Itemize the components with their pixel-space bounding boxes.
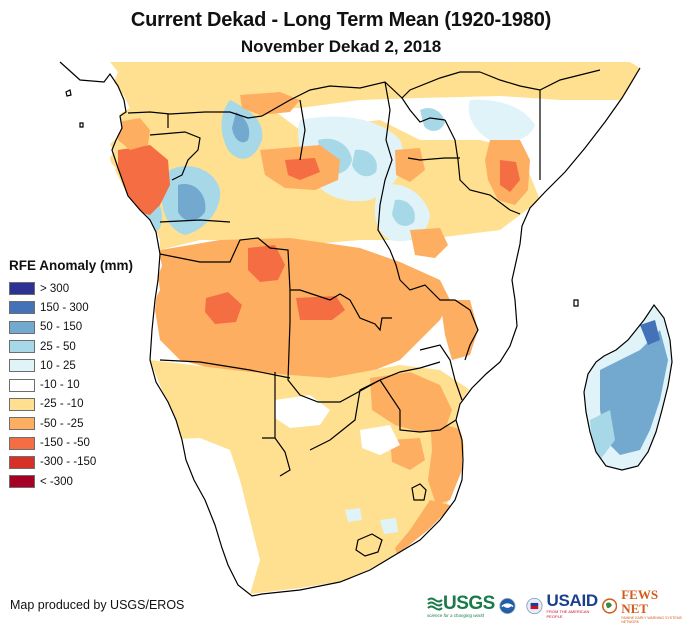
legend-title: RFE Anomaly (mm) (9, 258, 134, 273)
legend: RFE Anomaly (mm) > 300 150 - 300 50 - 15… (9, 258, 133, 491)
legend-swatch (9, 475, 35, 489)
legend-label: -50 - -25 (40, 417, 84, 430)
legend-label: < -300 (40, 475, 73, 488)
legend-item: > 300 (9, 279, 133, 298)
legend-label: -150 - -50 (40, 437, 90, 450)
usgs-logo: USGS science for a changing world (427, 592, 495, 618)
fews-logo: FEWS NET FAMINE EARLY WARNING SYSTEMS NE… (621, 588, 682, 624)
legend-swatch (9, 359, 35, 373)
legend-item: -50 - -25 (9, 414, 133, 433)
map-title: Current Dekad - Long Term Mean (1920-198… (130, 9, 552, 31)
legend-label: -300 - -150 (40, 456, 97, 469)
legend-label: 50 - 150 (40, 321, 83, 334)
legend-label: > 300 (40, 282, 70, 295)
country-borders (59, 61, 673, 597)
legend-swatch (9, 282, 35, 296)
usgs-wave-icon (427, 597, 443, 610)
legend-swatch (9, 378, 35, 392)
usaid-tagline: FROM THE AMERICAN PEOPLE (546, 609, 590, 619)
map-subtitle: November Dekad 2, 2018 (240, 37, 442, 56)
legend-label: 25 - 50 (40, 340, 76, 353)
usaid-logo: USAID FROM THE AMERICAN PEOPLE (546, 591, 599, 619)
madagascar-anomaly (584, 305, 672, 470)
noaa-emblem-icon (499, 597, 516, 615)
legend-swatch (9, 436, 35, 450)
legend-swatch (9, 301, 35, 315)
partner-logos: USGS science for a changing world USAID … (427, 588, 682, 624)
legend-swatch (9, 397, 35, 411)
usgs-wordmark: USGS (443, 592, 495, 614)
legend-swatch (9, 340, 35, 354)
fews-wordmark: FEWS NET (621, 587, 659, 616)
legend-item: -10 - 10 (9, 375, 133, 394)
legend-item: -150 - -50 (9, 433, 133, 452)
legend-label: 150 - 300 (40, 301, 89, 314)
map-credit: Map produced by USGS/EROS (10, 598, 185, 612)
legend-swatch (9, 417, 35, 431)
legend-item: < -300 (9, 472, 133, 491)
legend-item: -300 - -150 (9, 453, 133, 472)
legend-label: 10 - 25 (40, 359, 76, 372)
legend-swatch (9, 320, 35, 334)
fews-globe-icon (601, 598, 618, 614)
fews-tagline: FAMINE EARLY WARNING SYSTEMS NETWORK (621, 616, 682, 624)
usaid-wordmark: USAID (546, 591, 599, 610)
legend-item: -25 - -10 (9, 395, 133, 414)
legend-label: -25 - -10 (40, 398, 84, 411)
legend-item: 50 - 150 (9, 318, 133, 337)
legend-item: 25 - 50 (9, 337, 133, 356)
legend-label: -10 - 10 (40, 379, 80, 392)
legend-item: 150 - 300 (9, 298, 133, 317)
legend-swatch (9, 455, 35, 469)
usgs-tagline: science for a changing world (427, 612, 485, 618)
usaid-seal-icon (525, 597, 543, 615)
legend-item: 10 - 25 (9, 356, 133, 375)
